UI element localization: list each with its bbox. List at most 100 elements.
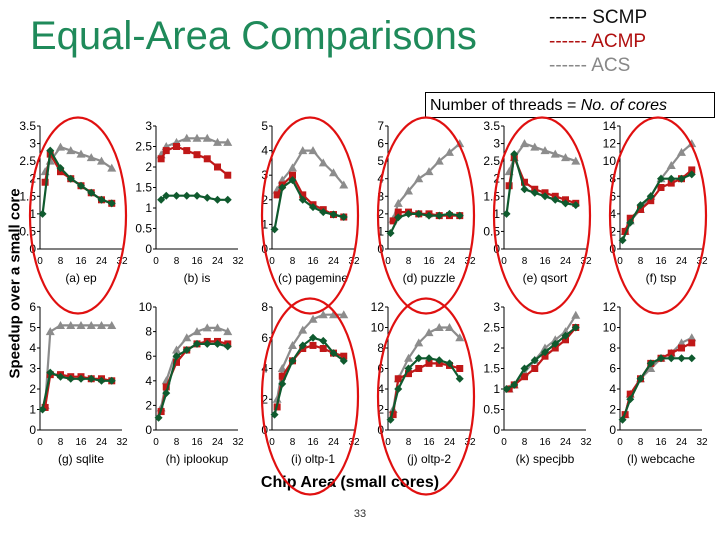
data-point-scmp <box>339 213 348 222</box>
data-point-scmp <box>298 341 307 350</box>
x-tick-label: 32 <box>696 437 708 448</box>
data-point-scmp <box>87 188 96 197</box>
data-point-acs <box>45 327 55 336</box>
data-point-scmp <box>530 188 539 197</box>
data-point-scmp <box>203 339 212 348</box>
data-point-acs <box>434 156 444 165</box>
data-point-scmp <box>38 209 47 218</box>
x-tick-label: 8 <box>290 256 296 267</box>
chart-label: (h) iplookup <box>166 452 229 466</box>
data-point-scmp <box>561 199 570 208</box>
y-tick-label: 6 <box>29 300 36 314</box>
y-tick-label: 5 <box>29 321 36 335</box>
x-tick-label: 32 <box>348 437 360 448</box>
data-point-acs <box>393 198 403 207</box>
data-point-acs <box>213 323 222 332</box>
data-point-scmp <box>455 374 464 383</box>
y-tick-label: 0.5 <box>483 403 500 417</box>
data-point-acmp <box>214 163 221 171</box>
data-point-scmp <box>445 209 454 218</box>
data-point-acs <box>66 320 76 329</box>
data-point-acs <box>213 137 222 146</box>
series-line-acs <box>44 324 112 406</box>
x-tick-label: 0 <box>385 437 391 448</box>
data-point-scmp <box>657 354 665 363</box>
y-tick-label: 1 <box>261 217 268 231</box>
x-tick-label: 16 <box>75 256 87 267</box>
data-point-acmp <box>41 178 49 186</box>
data-point-scmp <box>561 331 570 340</box>
data-point-acs <box>677 338 686 347</box>
y-tick-label: 1 <box>493 207 500 221</box>
y-tick-label: 0.5 <box>135 222 152 236</box>
data-point-scmp <box>172 191 181 200</box>
data-point-scmp <box>278 183 287 192</box>
chart-label: (c) pagemine <box>278 271 348 285</box>
x-tick-label: 24 <box>212 256 224 267</box>
data-point-acmp <box>340 352 348 360</box>
x-tick-label: 0 <box>269 256 275 267</box>
y-tick-label: 2 <box>261 193 268 207</box>
x-tick-label: 16 <box>75 437 87 448</box>
data-point-scmp <box>66 174 75 183</box>
data-point-acs <box>530 142 540 151</box>
y-tick-label: 4 <box>261 144 268 158</box>
data-point-acmp <box>415 365 423 372</box>
y-tick-label: 1 <box>29 403 36 417</box>
data-point-acs <box>687 333 697 342</box>
data-point-scmp <box>157 195 166 204</box>
data-point-scmp <box>551 339 560 348</box>
data-point-scmp <box>223 342 232 351</box>
data-point-acs <box>76 149 86 158</box>
data-point-acmp <box>667 349 675 357</box>
data-point-scmp <box>445 359 454 368</box>
y-tick-label: 3 <box>29 362 36 376</box>
data-point-acs <box>97 320 106 329</box>
data-point-acmp <box>173 358 180 366</box>
data-point-acmp <box>678 344 685 352</box>
data-point-scmp <box>46 146 55 155</box>
x-tick-label: 0 <box>617 256 623 267</box>
data-point-acmp <box>289 171 296 179</box>
y-tick-label: 12 <box>371 300 385 314</box>
y-tick-label: 5 <box>261 119 268 133</box>
y-tick-label: 12 <box>603 300 617 314</box>
data-point-acs <box>561 153 570 162</box>
data-point-acs <box>298 325 308 334</box>
y-tick-label: 2 <box>145 398 152 412</box>
y-tick-label: 2 <box>609 224 616 238</box>
data-point-scmp <box>193 339 201 348</box>
data-point-acs <box>56 142 65 151</box>
data-point-acmp <box>562 336 569 344</box>
y-tick-label: 0 <box>29 423 36 437</box>
series-line-acmp <box>624 341 693 415</box>
x-tick-label: 16 <box>423 256 435 267</box>
data-point-scmp <box>77 181 85 190</box>
y-tick-label: 0 <box>145 242 152 256</box>
data-point-scmp <box>435 211 444 220</box>
page-title: Equal-Area Comparisons <box>30 14 477 58</box>
y-tick-label: 1.5 <box>483 362 500 376</box>
y-tick-label: 10 <box>603 321 617 335</box>
data-point-scmp <box>404 209 413 218</box>
data-point-acmp <box>394 208 402 216</box>
chart-panel: 00.511.522.533.50 8 16 24 32(a) ep <box>19 116 128 315</box>
x-tick-label: 24 <box>444 256 456 267</box>
data-point-acs <box>646 364 656 372</box>
y-tick-label: 2 <box>493 341 500 355</box>
data-point-scmp <box>414 209 423 218</box>
data-point-scmp <box>66 374 75 383</box>
data-point-scmp <box>309 203 317 212</box>
data-point-acs <box>424 328 434 337</box>
chart-label: (d) puzzle <box>403 271 456 285</box>
data-point-acs <box>272 394 282 403</box>
x-tick-label: 0 <box>501 437 507 448</box>
x-tick-label: 32 <box>580 256 592 267</box>
data-point-scmp <box>339 356 348 365</box>
y-tick-label: 8 <box>145 325 152 339</box>
data-point-acs <box>107 320 117 329</box>
legend-scmp: ------ SCMP <box>549 7 648 28</box>
